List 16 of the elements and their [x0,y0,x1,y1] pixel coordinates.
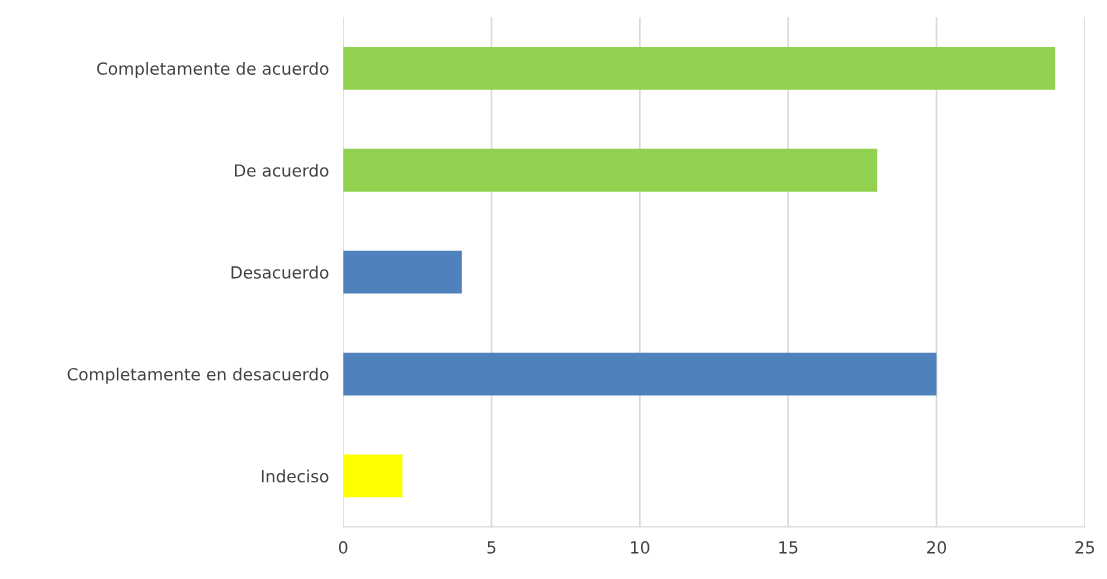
y-tick-label: Desacuerdo [231,265,329,279]
x-tick-label: 20 [927,541,947,554]
bar [343,352,937,396]
bar [343,46,1056,90]
y-tick-label: Completamente en desacuerdo [67,367,329,384]
y-tick-label: Completamente de acuerdo [97,61,329,79]
y-tick-label: De acuerdo [235,163,329,177]
bar [343,250,462,294]
x-tick-label: 5 [487,541,496,554]
x-tick-label: 25 [1075,541,1095,554]
bar [343,454,403,498]
bar [343,148,878,192]
x-tick-label: 0 [338,541,348,554]
y-tick-label: Indeciso [261,469,329,483]
x-tick-label: 10 [631,541,650,554]
x-tick-label: 15 [779,541,798,554]
